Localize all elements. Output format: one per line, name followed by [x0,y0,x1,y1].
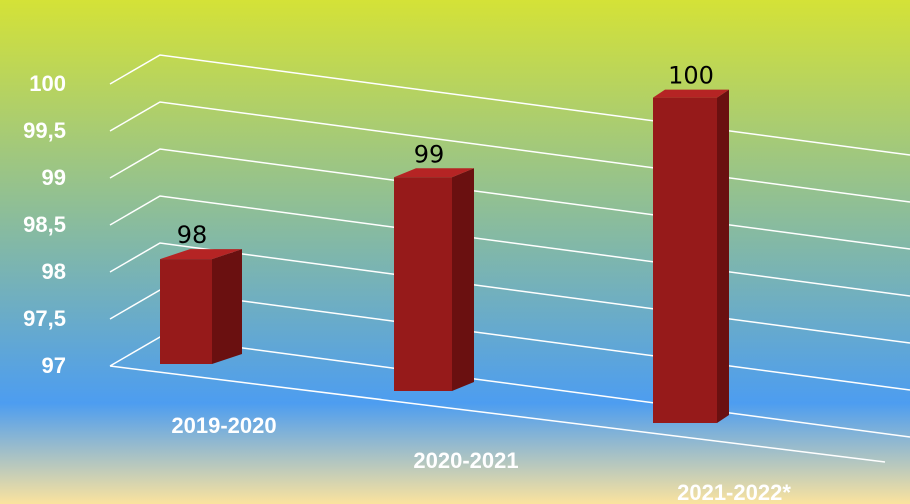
bar-side [212,249,242,364]
floor-edge [109,365,886,463]
bar-top [160,249,242,260]
labels: 98 99 100 2019-2020 2020-2021 2021-2022* [171,62,791,504]
data-label: 100 [668,62,714,90]
y-tick-label: 97,5 [23,306,66,331]
x-category-label: 2020-2021 [413,448,518,473]
x-category-label: 2021-2022* [677,480,791,504]
bar-side [717,89,729,424]
y-tick-label: 99,5 [23,118,66,143]
y-tick-label: 97 [42,353,66,378]
bar [394,177,452,391]
y-tick-label: 99 [42,165,66,190]
bars [160,89,729,424]
data-label: 98 [177,221,208,249]
bar-top [394,168,474,178]
bar [653,97,717,424]
bar [160,259,212,364]
y-axis: 97 97,5 98 98,5 99 99,5 100 [23,71,66,378]
x-category-label: 2019-2020 [171,413,276,438]
y-tick-label: 98,5 [23,212,66,237]
y-tick-label: 100 [29,71,66,96]
y-tick-label: 98 [42,259,66,284]
data-label: 99 [414,140,445,168]
bar-top [653,89,729,98]
bar-side [452,168,474,391]
